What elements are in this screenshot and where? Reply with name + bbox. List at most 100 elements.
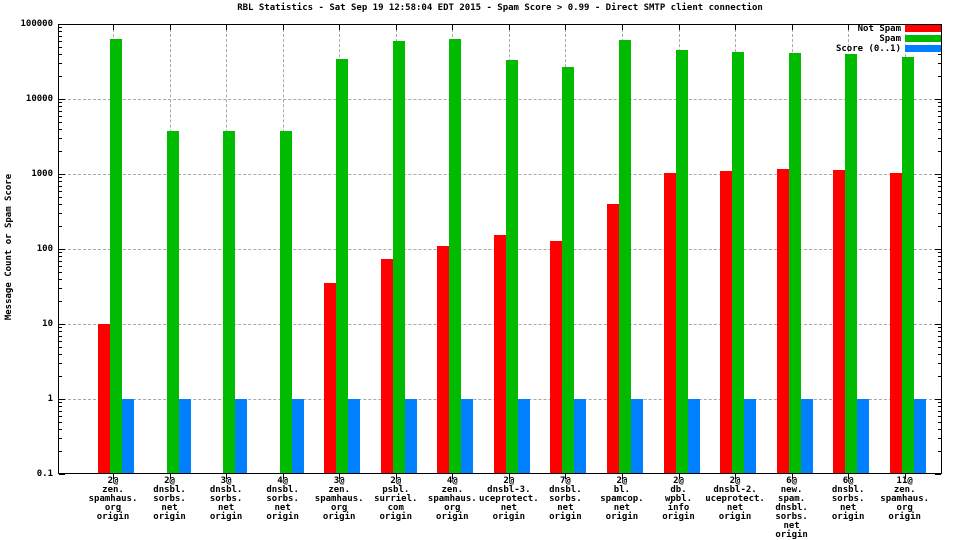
bar-spam (788, 53, 801, 474)
y-minor-tick (938, 138, 941, 140)
x-tick (848, 25, 850, 30)
bar-score-0-1- (461, 399, 474, 474)
y-minor-tick (59, 288, 62, 290)
x-tick (735, 474, 737, 479)
y-major-tick (59, 249, 65, 250)
bar-score-0-1- (178, 399, 191, 474)
y-tick-label: 1000 (31, 169, 53, 179)
y-major-tick (59, 474, 65, 475)
y-minor-tick (938, 363, 941, 365)
chart-title: RBL Statistics - Sat Sep 19 12:58:04 EDT… (237, 3, 763, 13)
bar-not-spam (324, 283, 337, 474)
y-minor-tick (938, 353, 941, 355)
y-minor-tick (59, 438, 62, 440)
bar-not-spam (720, 170, 733, 474)
y-minor-tick (59, 410, 62, 412)
y-minor-tick (938, 331, 941, 333)
y-minor-tick (938, 451, 941, 453)
bar-not-spam (550, 240, 563, 474)
x-tick (452, 474, 454, 479)
y-minor-tick (59, 128, 62, 130)
bar-spam (618, 39, 631, 474)
legend-swatch-not-spam (905, 25, 941, 32)
x-tick (735, 25, 737, 30)
x-tick (678, 25, 680, 30)
x-category-label: 11@ zen. spamhaus. org origin (880, 476, 930, 522)
x-tick (339, 25, 341, 30)
y-minor-tick (59, 353, 62, 355)
y-minor-tick (938, 102, 941, 104)
y-minor-tick (938, 106, 941, 108)
bar-spam (675, 50, 688, 474)
y-tick-label: 10000 (25, 94, 53, 104)
x-category-label: 4@ zen. spamhaus. org origin (427, 476, 477, 522)
y-minor-tick (938, 185, 941, 187)
bar-score-0-1- (574, 399, 587, 474)
x-tick (282, 25, 284, 30)
x-tick (339, 474, 341, 479)
y-minor-tick (59, 35, 62, 37)
bar-score-0-1- (517, 399, 530, 474)
y-minor-tick (938, 128, 941, 130)
y-minor-tick (59, 346, 62, 348)
legend-swatch-score-0-1- (905, 45, 941, 52)
bar-score-0-1- (348, 399, 361, 474)
y-minor-tick (59, 406, 62, 408)
y-minor-tick (938, 226, 941, 228)
y-minor-tick (938, 376, 941, 378)
y-major-tick (935, 174, 941, 175)
bar-spam (166, 131, 179, 474)
bar-spam (449, 39, 462, 474)
y-major-tick (59, 99, 65, 100)
bar-spam (336, 59, 349, 474)
bar-not-spam (889, 172, 902, 474)
y-minor-tick (938, 278, 941, 280)
bar-not-spam (493, 234, 506, 474)
x-tick (113, 25, 114, 30)
x-tick (395, 474, 397, 479)
x-tick (621, 474, 623, 479)
x-tick (565, 25, 567, 30)
y-minor-tick (59, 278, 62, 280)
y-minor-tick (938, 203, 941, 205)
y-major-tick (935, 99, 941, 100)
y-minor-tick (59, 138, 62, 140)
x-category-label: 2@ psbl. surriel. com origin (374, 476, 418, 522)
x-category-label: 2@ zen. spamhaus. org origin (88, 476, 138, 522)
y-minor-tick (938, 406, 941, 408)
y-major-tick (935, 399, 941, 400)
y-minor-tick (59, 271, 62, 273)
y-minor-tick (59, 252, 62, 254)
y-minor-tick (938, 110, 941, 112)
bar-spam (392, 41, 405, 474)
y-minor-tick (59, 327, 62, 329)
y-minor-tick (938, 288, 941, 290)
x-category-label: 2@ bl. spamcop. net origin (600, 476, 644, 522)
bar-spam (562, 66, 575, 474)
x-category-label: 3@ dnsbl. sorbs. net origin (209, 476, 243, 522)
y-minor-tick (59, 203, 62, 205)
y-major-tick (59, 324, 65, 325)
bar-spam (223, 131, 236, 474)
x-category-label: 6@ dnsbl. sorbs. net origin (831, 476, 865, 522)
bar-not-spam (380, 258, 393, 474)
x-tick (508, 474, 510, 479)
y-major-tick (935, 324, 941, 325)
x-tick (226, 474, 228, 479)
x-tick (226, 25, 228, 30)
y-minor-tick (59, 363, 62, 365)
y-minor-tick (938, 256, 941, 258)
x-tick (395, 25, 397, 30)
y-major-tick (59, 174, 65, 175)
bar-spam (845, 53, 858, 474)
x-tick (621, 25, 623, 30)
x-category-label: 3@ zen. spamhaus. org origin (314, 476, 364, 522)
y-major-tick (59, 399, 65, 400)
y-minor-tick (938, 340, 941, 342)
y-minor-tick (59, 110, 62, 112)
y-minor-tick (59, 115, 62, 117)
y-minor-tick (938, 190, 941, 192)
y-minor-tick (59, 63, 62, 65)
bar-not-spam (437, 245, 450, 474)
y-minor-tick (59, 213, 62, 215)
